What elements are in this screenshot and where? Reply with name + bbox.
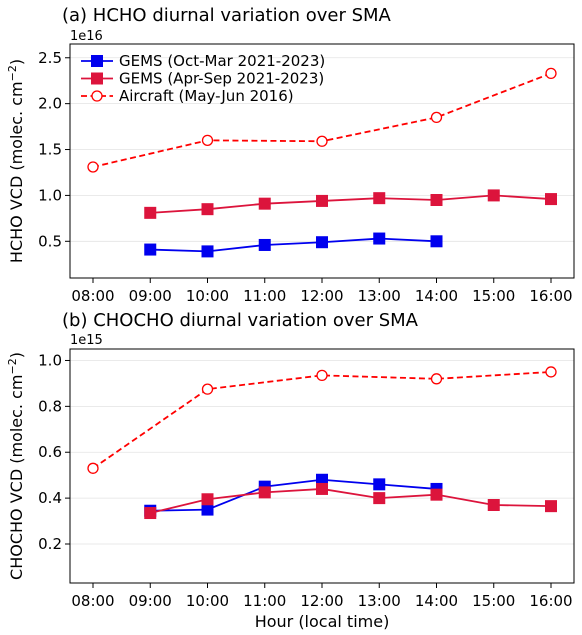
y-tick-label: 2.0: [38, 95, 62, 113]
data-point: [258, 486, 271, 499]
data-point: [201, 245, 214, 258]
series-line: [150, 194, 552, 214]
y-tick-label: 1.0: [38, 351, 62, 369]
data-point: [545, 193, 557, 206]
series-3: [87, 366, 557, 474]
x-tick-label: 10:00: [186, 592, 229, 610]
legend-label: GEMS (Oct-Mar 2021-2023): [119, 52, 325, 70]
series-2: [144, 482, 557, 520]
y-tick-label: 2.5: [38, 49, 62, 67]
data-point: [201, 503, 214, 516]
data-point: [201, 493, 214, 506]
x-tick-label: 16:00: [529, 287, 572, 305]
data-point: [316, 135, 328, 147]
x-tick-label: 14:00: [415, 592, 458, 610]
legend: GEMS (Oct-Mar 2021-2023)GEMS (Apr-Sep 20…: [81, 52, 325, 105]
data-point: [430, 111, 443, 124]
x-tick-label: 13:00: [358, 287, 401, 305]
x-tick-label: 16:00: [529, 592, 572, 610]
data-point: [316, 194, 328, 207]
data-point: [373, 232, 386, 245]
series-2: [144, 189, 557, 219]
data-point: [201, 134, 214, 147]
x-tick-label: 10:00: [186, 287, 229, 305]
series-1: [144, 232, 443, 258]
data-point: [144, 206, 157, 219]
data-point: [373, 192, 386, 205]
data-point: [201, 383, 214, 395]
x-axis-label: Hour (local time): [255, 612, 390, 631]
series-1: [144, 473, 443, 517]
data-point: [430, 488, 443, 501]
data-point: [316, 236, 328, 249]
data-point: [430, 235, 443, 248]
x-tick-label: 08:00: [71, 287, 114, 305]
legend-marker: [91, 55, 103, 67]
y-tick-label: 0.6: [38, 443, 62, 461]
y-tick-label: 1.0: [38, 186, 62, 204]
x-tick-label: 08:00: [71, 592, 114, 610]
plot-frame: [69, 348, 575, 584]
axis-exponent: 1e16: [70, 29, 103, 44]
data-point: [144, 243, 157, 256]
data-point: [545, 67, 557, 80]
y-tick-label: 0.4: [38, 489, 62, 507]
data-point: [201, 203, 214, 216]
data-point: [144, 507, 157, 520]
x-tick-label: 15:00: [472, 592, 515, 610]
x-tick-label: 14:00: [415, 287, 458, 305]
legend-marker: [91, 90, 103, 102]
data-point: [430, 194, 443, 206]
series-line: [92, 371, 552, 470]
x-tick-label: 09:00: [129, 592, 172, 610]
x-tick-label: 12:00: [300, 592, 343, 610]
data-point: [545, 366, 557, 378]
y-tick-label: 0.5: [38, 232, 62, 250]
x-tick-label: 11:00: [243, 287, 286, 305]
x-tick-label: 11:00: [243, 592, 286, 610]
data-point: [545, 500, 557, 513]
data-point: [316, 473, 328, 486]
x-tick-label: 12:00: [300, 287, 343, 305]
legend-marker: [91, 72, 103, 85]
y-tick-label: 0.8: [38, 397, 62, 415]
data-point: [373, 492, 386, 505]
x-tick-label: 13:00: [358, 592, 401, 610]
y-axis-label: CHOCHO VCD (molec. cm−2): [6, 352, 26, 580]
data-point: [373, 478, 386, 491]
series-line: [150, 237, 437, 253]
x-tick-label: 15:00: [472, 287, 515, 305]
y-tick-label: 1.5: [38, 141, 62, 159]
data-point: [487, 499, 500, 511]
series-line: [150, 488, 552, 514]
chart-title: (b) CHOCHO diurnal variation over SMA: [62, 310, 419, 331]
data-point: [258, 197, 271, 210]
y-tick-label: 0.2: [38, 535, 62, 553]
data-point: [87, 161, 99, 173]
data-point: [87, 462, 99, 474]
y-axis-label: HCHO VCD (molec. cm−2): [6, 59, 26, 263]
panel-1: (a) HCHO diurnal variation over SMA 1e16 0…: [6, 5, 575, 305]
x-tick-label: 09:00: [129, 287, 172, 305]
data-point: [430, 373, 443, 385]
axis-exponent: 1e15: [70, 333, 103, 348]
panel-2: (b) CHOCHO diurnal variation over SMA 1e1…: [6, 310, 575, 631]
data-point: [258, 238, 271, 251]
data-point: [316, 369, 328, 382]
legend-label: GEMS (Apr-Sep 2021-2023): [119, 70, 324, 88]
series-line: [150, 478, 437, 512]
series-3: [87, 67, 557, 173]
plot-frame: [69, 43, 575, 279]
data-point: [316, 482, 328, 495]
data-point: [487, 189, 500, 202]
legend-label: Aircraft (May-Jun 2016): [119, 87, 294, 105]
chart-title: (a) HCHO diurnal variation over SMA: [62, 5, 392, 26]
